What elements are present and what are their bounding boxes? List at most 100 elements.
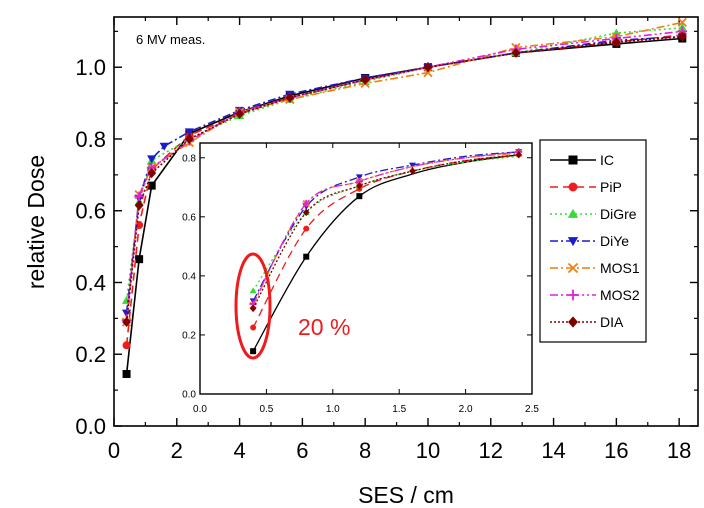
inset-point-diye [409,162,416,169]
inset-point-dia [302,208,310,217]
x-tick-label: 16 [604,438,628,463]
inset-x-tick-label: 1.5 [392,404,406,415]
main-point-dia [677,31,687,42]
main-point-diye [147,155,157,164]
main-point-mos1 [677,17,687,28]
inset-annotation: 20 % [298,314,350,340]
inset-point-pip [250,324,257,331]
main-point-diye [159,142,169,151]
legend-item-diye: DiYe [550,233,629,249]
main-point-diye [184,128,194,137]
inset-curve-diye [252,151,519,302]
inset-point-dia [409,167,416,175]
y-axis-label: relative Dose [23,155,49,289]
main-point-dia [611,37,621,48]
inset-point-ic [250,348,257,355]
inset-series-layer [249,148,523,355]
legend-item-dia: DIA [550,314,624,330]
legend-label: MOS1 [600,260,640,276]
main-point-ic [147,181,156,190]
inset-point-dia [515,151,523,159]
inset-y-tick-label: 0.2 [182,330,196,341]
main-line-pip [125,34,683,346]
x-tick-label: 8 [359,438,371,463]
main-point-dia [511,47,521,58]
legend-item-mos2: MOS2 [550,287,640,303]
legend-marker-pip [568,182,578,192]
legend: IC PiP DiGre DiYe MOS1 MOS2 DIA [550,152,640,330]
inset-point-digre [249,287,257,294]
main-axes: 0 2 4 6 8 10 12 14 16 18 0.0 0.2 0.4 0.6 0.8 1.0 [75,17,698,463]
inset-point-pip [303,225,310,232]
inset-x-tick-label: 0.0 [193,404,207,415]
main-plot-frame [113,16,699,427]
main-point-dia [423,62,433,73]
inset-curve-digre [252,155,519,291]
x-tick-label: 6 [296,438,308,463]
x-tick-label: 2 [171,438,183,463]
main-point-mos1 [423,67,433,78]
y-tick-label: 0.2 [75,342,106,367]
inset-y-tick-label: 0.6 [182,212,196,223]
inset-x-tick-label: 1.0 [326,404,340,415]
x-tick-label: 18 [667,438,691,463]
inset-x-tick-label: 0.5 [259,404,273,415]
legend-marker-ic [568,155,578,165]
inset-point-ic [356,193,363,200]
main-line-mos1 [125,21,683,323]
x-axis-label: SES / cm [358,482,454,508]
legend-label: MOS2 [600,287,640,303]
inset-axes: 0.0 0.5 1.0 1.5 2.0 2.5 0.0 0.2 0.4 0.6 0.8 [182,143,539,415]
legend-label: DIA [600,314,624,330]
x-tick-label: 0 [108,438,120,463]
inset-curve-dia [252,154,519,309]
legend-item-mos1: MOS1 [550,260,640,276]
inset-point-ic [303,253,310,260]
main-point-dia [285,92,295,103]
legend-marker-diye [567,237,579,247]
main-point-ic [135,255,144,264]
main-line-dia [125,35,683,323]
main-series-layer [121,17,688,378]
inset-y-tick-label: 0.0 [182,390,196,401]
y-tick-label: 0.0 [75,414,106,439]
y-tick-label: 1.0 [75,55,106,80]
inset-point-dia [356,182,363,190]
main-annotation: 6 MV meas. [136,32,205,47]
legend-label: PiP [600,179,622,195]
legend-marker-digre [567,208,579,218]
x-tick-label: 4 [233,438,245,463]
x-tick-label: 12 [479,438,503,463]
main-point-dia [147,168,157,179]
legend-label: DiYe [600,233,629,249]
main-point-ic [122,369,131,378]
inset-curve-pip [252,154,519,328]
inset-point-mos2 [302,199,310,208]
y-tick-label: 0.6 [75,199,106,224]
main-point-dia [134,200,144,211]
inset-curve-mos2 [252,151,519,305]
inset-y-tick-label: 0.4 [182,271,196,282]
legend-item-digre: DiGre [550,206,637,222]
legend-label: IC [600,152,614,168]
legend-item-ic: IC [550,152,614,168]
main-point-mos2 [134,191,144,202]
x-tick-label: 10 [416,438,440,463]
y-tick-label: 0.4 [75,270,106,295]
x-tick-label: 14 [541,438,565,463]
legend-marker-mos2 [567,289,579,301]
legend-item-pip: PiP [550,179,622,195]
main-point-dia [235,108,244,119]
inset-point-diye [355,174,363,181]
highlight-ellipse [234,252,272,360]
inset-series-ic [250,154,519,355]
inset-x-tick-label: 2.0 [459,404,473,415]
legend-marker-dia [568,316,578,328]
inset-point-dia [249,304,257,313]
main-point-pip [122,341,131,350]
main-series-dia [122,31,687,327]
inset-x-tick-label: 2.5 [525,404,539,415]
legend-marker-mos1 [567,262,579,274]
main-point-dia [360,74,370,85]
